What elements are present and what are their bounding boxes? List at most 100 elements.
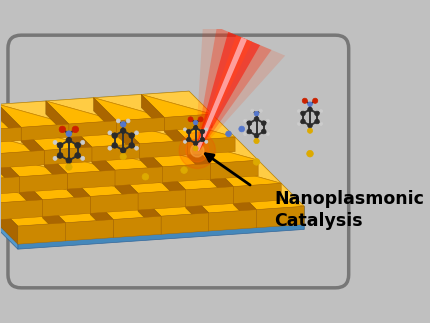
Circle shape [193, 146, 198, 151]
Circle shape [59, 126, 66, 133]
Polygon shape [92, 144, 140, 162]
Polygon shape [0, 200, 66, 223]
Polygon shape [67, 170, 138, 193]
Circle shape [261, 121, 266, 126]
Polygon shape [196, 27, 271, 151]
Polygon shape [210, 163, 233, 203]
Polygon shape [187, 141, 258, 163]
Polygon shape [0, 127, 21, 144]
Polygon shape [257, 206, 304, 228]
Circle shape [308, 107, 312, 112]
Circle shape [243, 119, 247, 122]
Circle shape [253, 159, 260, 165]
Circle shape [205, 140, 208, 143]
Polygon shape [0, 104, 21, 127]
Polygon shape [66, 220, 114, 241]
Circle shape [194, 141, 198, 146]
Polygon shape [187, 141, 210, 179]
Circle shape [266, 132, 270, 136]
Polygon shape [69, 124, 140, 147]
Polygon shape [186, 190, 209, 231]
Polygon shape [0, 101, 69, 124]
Circle shape [186, 139, 209, 162]
Polygon shape [43, 196, 90, 217]
Polygon shape [163, 167, 233, 190]
Polygon shape [209, 210, 257, 231]
Polygon shape [233, 183, 304, 206]
Polygon shape [0, 108, 21, 130]
Polygon shape [117, 118, 187, 141]
Polygon shape [210, 160, 258, 179]
Polygon shape [163, 167, 186, 207]
Circle shape [319, 122, 322, 125]
Polygon shape [163, 163, 210, 182]
Polygon shape [196, 37, 247, 151]
Polygon shape [21, 127, 44, 165]
Circle shape [254, 111, 259, 116]
Polygon shape [164, 114, 235, 137]
Circle shape [81, 156, 85, 161]
Circle shape [108, 146, 112, 150]
Polygon shape [0, 151, 67, 173]
Polygon shape [140, 141, 187, 158]
Polygon shape [140, 141, 210, 163]
Circle shape [259, 109, 262, 112]
Polygon shape [196, 21, 285, 151]
Circle shape [126, 119, 130, 123]
Polygon shape [19, 173, 67, 193]
Polygon shape [90, 193, 161, 216]
Circle shape [200, 130, 205, 134]
Polygon shape [69, 124, 92, 162]
Polygon shape [0, 104, 69, 127]
Circle shape [66, 158, 72, 163]
Polygon shape [164, 118, 235, 141]
Circle shape [301, 111, 305, 116]
Circle shape [179, 132, 215, 169]
Polygon shape [43, 200, 114, 223]
Polygon shape [138, 190, 186, 210]
Circle shape [81, 141, 85, 144]
Circle shape [307, 128, 313, 133]
Polygon shape [19, 177, 43, 217]
Polygon shape [186, 187, 257, 210]
Polygon shape [46, 98, 117, 121]
Circle shape [194, 126, 198, 130]
Polygon shape [0, 203, 18, 244]
Circle shape [254, 138, 259, 144]
Circle shape [120, 128, 126, 133]
Circle shape [315, 111, 319, 116]
Polygon shape [43, 200, 66, 241]
Polygon shape [0, 180, 43, 203]
Circle shape [135, 146, 138, 150]
Circle shape [187, 137, 191, 142]
Circle shape [187, 130, 191, 134]
Polygon shape [196, 32, 260, 151]
Polygon shape [18, 223, 66, 244]
Polygon shape [187, 137, 258, 160]
Polygon shape [114, 216, 161, 238]
Polygon shape [18, 206, 304, 249]
Polygon shape [46, 101, 117, 124]
Polygon shape [67, 173, 90, 214]
Circle shape [135, 131, 138, 135]
Circle shape [298, 109, 301, 113]
Polygon shape [233, 187, 257, 228]
Circle shape [302, 98, 307, 103]
Circle shape [66, 137, 72, 143]
Circle shape [247, 121, 252, 126]
Polygon shape [44, 151, 115, 173]
Circle shape [251, 109, 254, 112]
Polygon shape [67, 173, 138, 196]
Circle shape [313, 98, 318, 103]
Polygon shape [43, 196, 114, 220]
Circle shape [72, 126, 79, 133]
Circle shape [254, 133, 259, 138]
Polygon shape [19, 173, 90, 196]
Circle shape [194, 120, 198, 125]
Polygon shape [115, 170, 138, 210]
Circle shape [190, 144, 204, 157]
Circle shape [75, 142, 80, 148]
Polygon shape [90, 196, 114, 238]
Circle shape [57, 142, 63, 148]
Circle shape [183, 140, 187, 143]
